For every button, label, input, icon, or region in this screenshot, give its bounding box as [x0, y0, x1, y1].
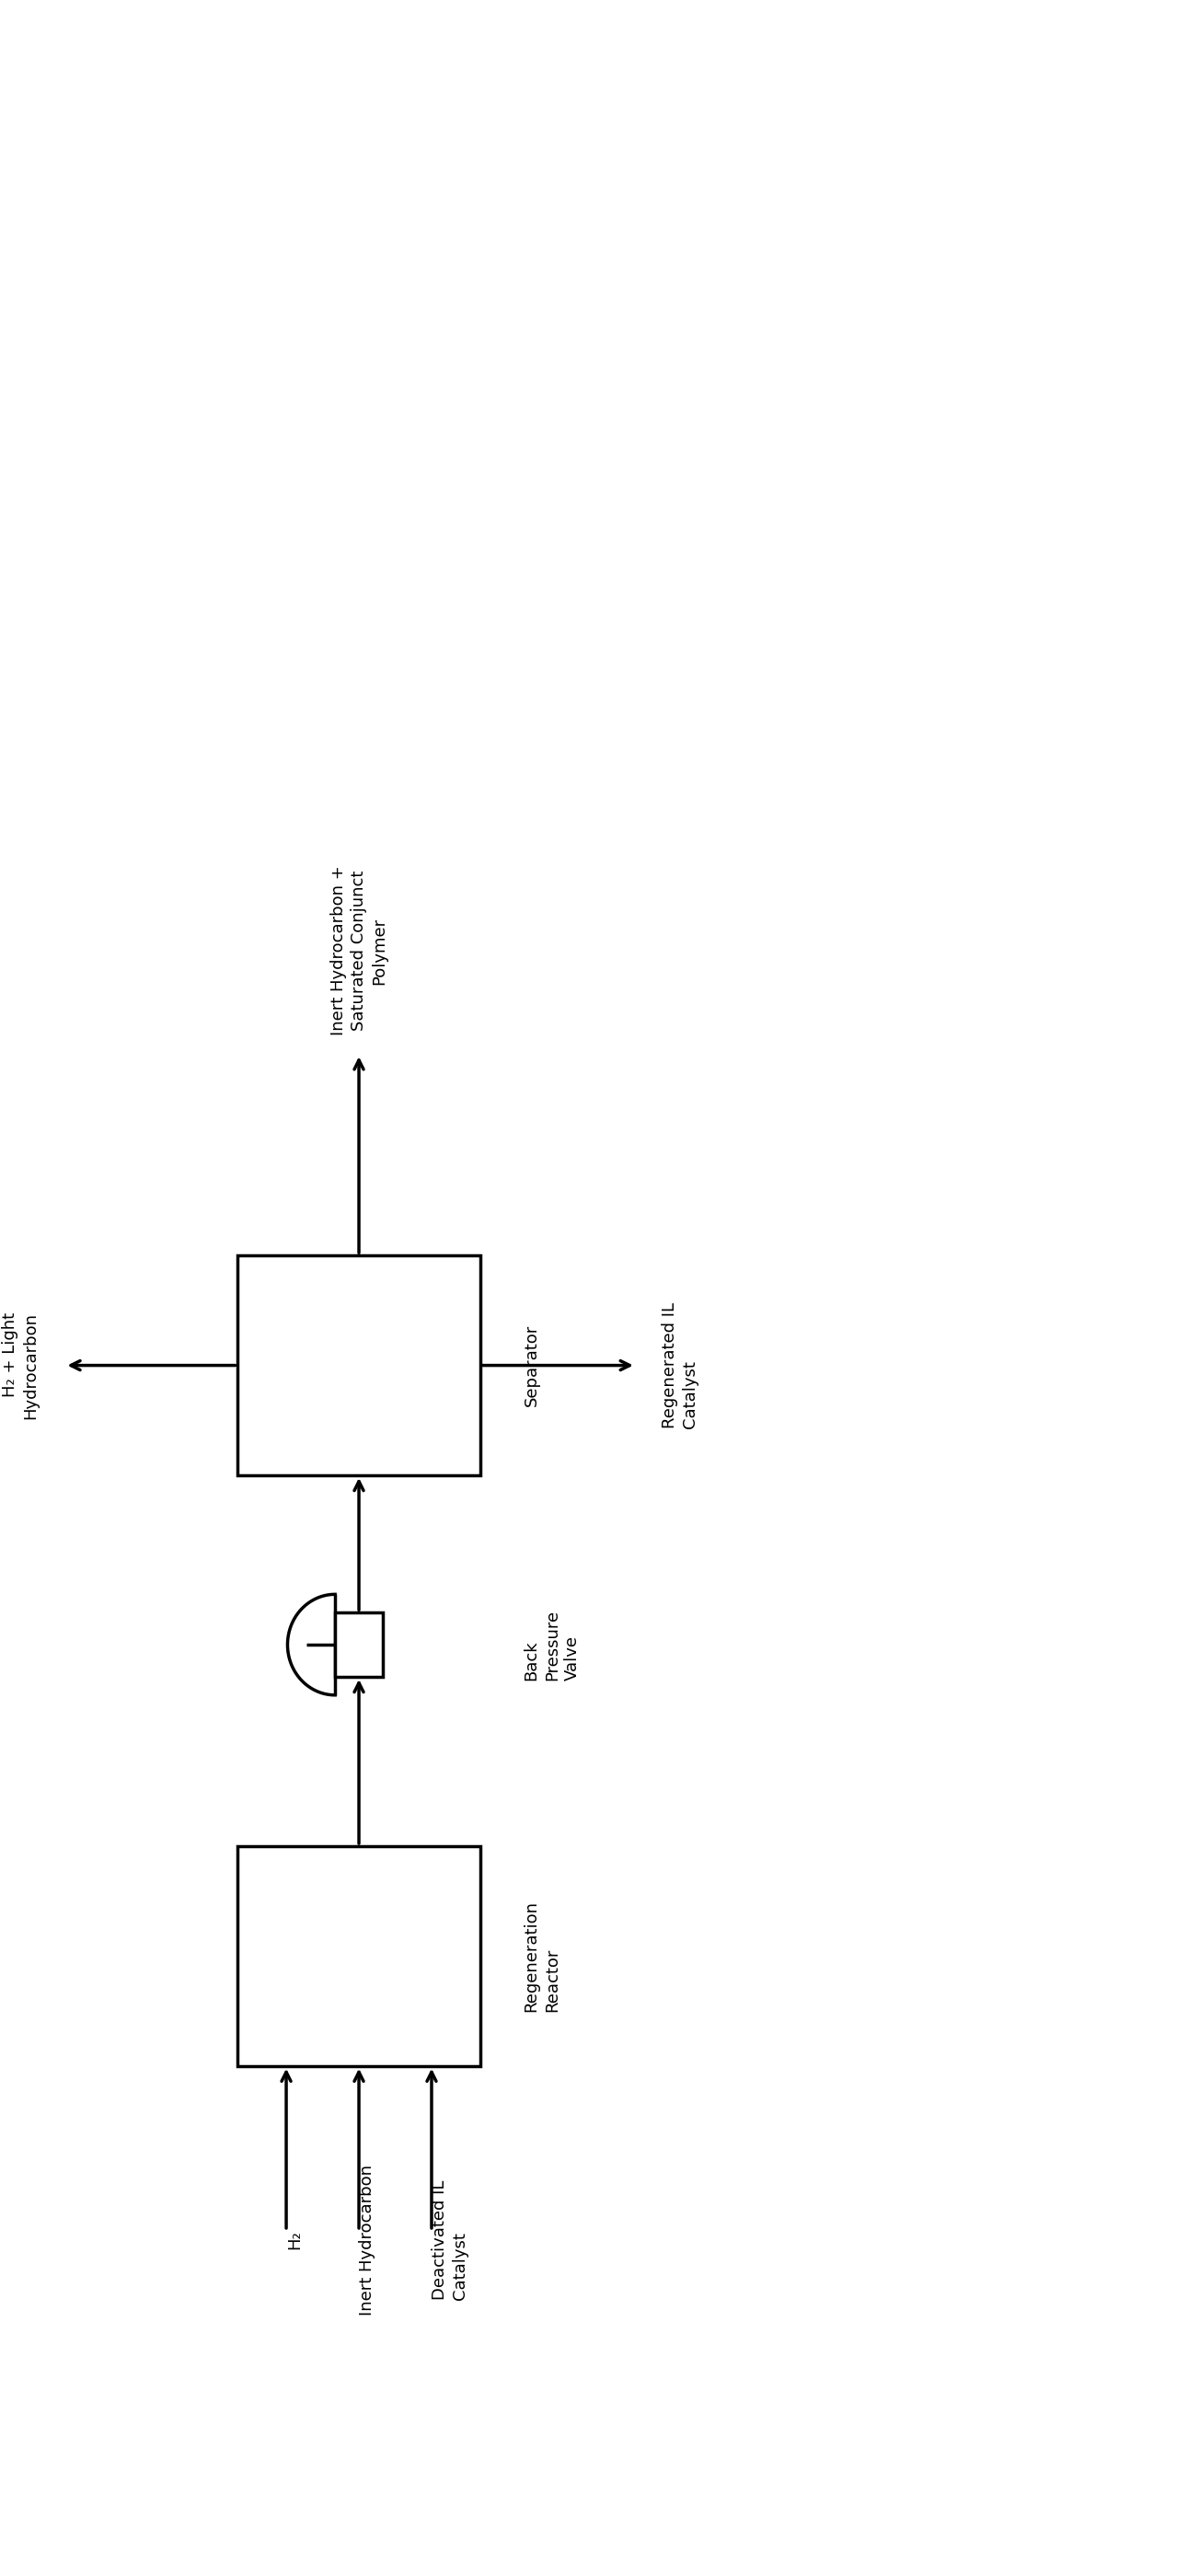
Text: H₂: H₂ [286, 2231, 303, 2249]
Text: Inert Hydrocarbon: Inert Hydrocarbon [359, 2164, 375, 2316]
Text: Inert Hydrocarbon +
Saturated Conjunct
Polymer: Inert Hydrocarbon + Saturated Conjunct P… [330, 866, 387, 1036]
Bar [238, 1847, 480, 2066]
Bar [238, 1255, 480, 1476]
Text: Regeneration
Reactor: Regeneration Reactor [523, 1901, 561, 2012]
Text: Back
Pressure
Valve: Back Pressure Valve [523, 1610, 581, 1680]
Text: H₂ + Light
Hydrocarbon: H₂ + Light Hydrocarbon [2, 1311, 39, 1419]
Text: Deactivated IL
Catalyst: Deactivated IL Catalyst [431, 2179, 468, 2300]
Text: Separator: Separator [523, 1324, 539, 1406]
Bar [335, 1613, 383, 1677]
Text: Regenerated IL
Catalyst: Regenerated IL Catalyst [662, 1303, 699, 1430]
